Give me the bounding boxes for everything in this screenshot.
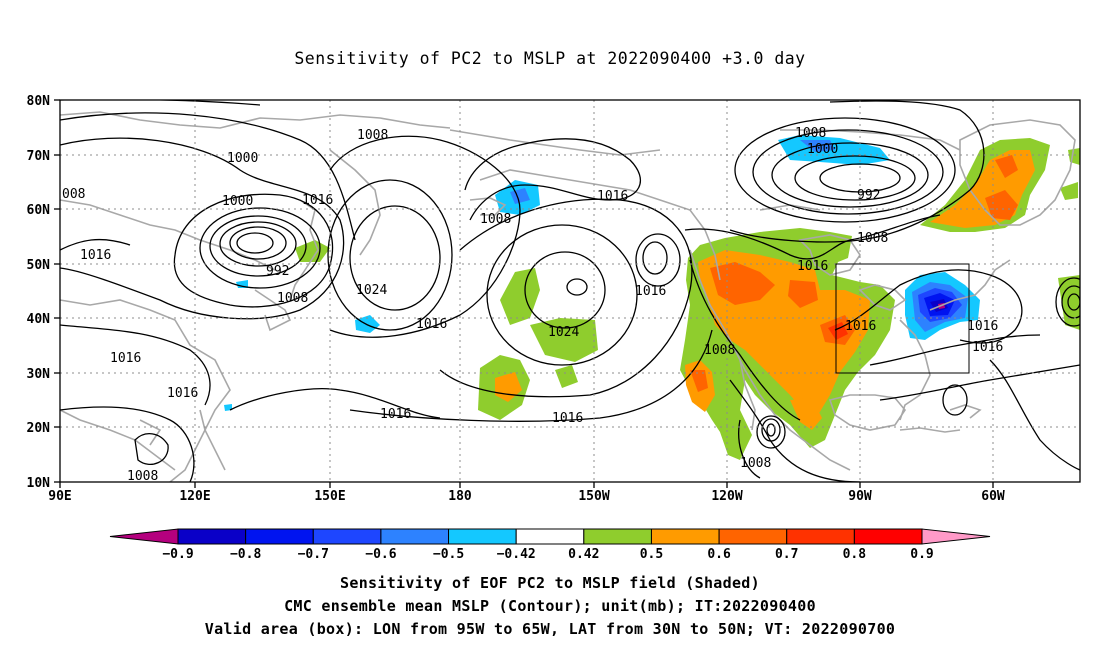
lat-label: 20N xyxy=(27,421,51,436)
contour-label: 1024 xyxy=(356,283,387,298)
contour-labels: 1008 1000 008 1000 1016 1016 992 1008 10… xyxy=(62,126,1003,484)
longitude-labels: 90E 120E 150E 180 150W 120W 90W 60W xyxy=(48,489,1005,504)
valid-area-box xyxy=(835,263,970,374)
colorbar-box xyxy=(380,528,450,545)
map-frame xyxy=(59,99,1081,483)
colorbar-label: −0.42 xyxy=(497,547,536,562)
contour-label: 1008 xyxy=(127,469,158,484)
lat-label: 30N xyxy=(27,367,51,382)
contour-label: 1016 xyxy=(552,411,583,426)
lon-label: 90W xyxy=(848,489,872,504)
colorbar-box xyxy=(718,528,788,545)
colorbar-label: 0.5 xyxy=(640,547,663,562)
contour-label: 1008 xyxy=(857,231,888,246)
contour-label: 1008 xyxy=(740,456,771,471)
lat-label: 70N xyxy=(27,149,51,164)
contour-label: 1000 xyxy=(807,142,838,157)
contour-label: 1016 xyxy=(380,407,411,422)
contour-label: 1016 xyxy=(635,284,666,299)
contour-label: 1008 xyxy=(795,126,826,141)
colorbar-label: −0.8 xyxy=(230,547,261,562)
contour-label: 1016 xyxy=(302,193,333,208)
contour-label: 1016 xyxy=(597,189,628,204)
lat-lon-grid xyxy=(60,100,1080,482)
contour-label: 1008 xyxy=(357,128,388,143)
lon-label: 90E xyxy=(48,489,71,504)
isobars xyxy=(60,100,1080,482)
contour-label: 1024 xyxy=(548,325,579,340)
colorbar-arrow-low xyxy=(109,528,179,545)
colorbar-label: 0.42 xyxy=(568,547,599,562)
colorbar-box xyxy=(650,528,720,545)
colorbar-box xyxy=(177,528,247,545)
lon-label: 150E xyxy=(314,489,345,504)
shade-darkorange-na4 xyxy=(690,370,708,392)
colorbar-box xyxy=(853,528,923,545)
caption-line-2: CMC ensemble mean MSLP (Contour); unit(m… xyxy=(284,597,816,615)
contour-label: 1016 xyxy=(967,319,998,334)
lat-label: 60N xyxy=(27,203,51,218)
lat-label: 10N xyxy=(27,476,51,491)
lon-label: 120E xyxy=(179,489,210,504)
shaded-sensitivity xyxy=(224,135,1080,460)
contour-label: 1016 xyxy=(80,248,111,263)
lon-label: 120W xyxy=(711,489,742,504)
map-area: 1008 1000 008 1000 1016 1016 992 1008 10… xyxy=(60,100,1080,484)
contour-label: 1016 xyxy=(972,340,1003,355)
contour-label: 1008 xyxy=(704,343,735,358)
contour-label: 1008 xyxy=(277,291,308,306)
shade-darkorange-na xyxy=(710,262,775,305)
colorbar-label: −0.5 xyxy=(433,547,464,562)
contour-label: 1016 xyxy=(110,351,141,366)
colorbar-box xyxy=(245,528,314,545)
contour-label: 992 xyxy=(266,264,289,279)
caption-line-1: Sensitivity of EOF PC2 to MSLP field (Sh… xyxy=(340,574,760,592)
caption-line-3: Valid area (box): LON from 95W to 65W, L… xyxy=(204,620,896,638)
shade-orange-na3 xyxy=(790,398,822,430)
shade-green-ne2 xyxy=(1060,182,1078,200)
colorbar-label: 0.7 xyxy=(775,547,798,562)
contour-label: 1000 xyxy=(222,194,253,209)
shade-blue-pac xyxy=(355,315,380,333)
colorbar-label: −0.9 xyxy=(162,547,193,562)
lat-label: 40N xyxy=(27,312,51,327)
colorbar-box xyxy=(312,528,382,545)
colorbar-box xyxy=(515,528,585,545)
colorbar-label: −0.6 xyxy=(365,547,396,562)
contour-label: 1000 xyxy=(227,151,258,166)
shade-green-atl xyxy=(1058,275,1080,330)
colorbar: −0.9 −0.8 −0.7 −0.6 −0.5 −0.42 0.42 0.5 0.6 0.7 0.… xyxy=(109,528,991,562)
shade-green-pac1 xyxy=(500,268,540,325)
colorbar-box xyxy=(786,528,855,545)
shade-darkorange-ne2 xyxy=(995,155,1018,178)
contour-label: 992 xyxy=(857,188,880,203)
contour-label: 1016 xyxy=(845,319,876,334)
lon-label: 180 xyxy=(448,489,472,504)
colorbar-box xyxy=(583,528,652,545)
contour-label: 008 xyxy=(62,187,85,202)
colorbar-label: 0.6 xyxy=(707,547,731,562)
colorbar-arrow-high xyxy=(921,528,991,545)
colorbar-box xyxy=(448,528,517,545)
contour-label: 1016 xyxy=(416,317,447,332)
shade-green-pac2 xyxy=(530,318,598,362)
shade-green-pac4 xyxy=(555,365,578,388)
lat-label: 80N xyxy=(27,94,51,109)
contour-label: 1008 xyxy=(480,212,511,227)
shade-darkorange-na2 xyxy=(788,280,818,308)
colorbar-label: 0.8 xyxy=(843,547,867,562)
contour-label: 1016 xyxy=(797,259,828,274)
lon-label: 60W xyxy=(981,489,1005,504)
contour-label: 1016 xyxy=(167,386,198,401)
map-title: Sensitivity of PC2 to MSLP at 2022090400… xyxy=(294,49,806,68)
shade-blue-trop xyxy=(224,404,232,411)
colorbar-label: 0.9 xyxy=(910,547,933,562)
tick-marks xyxy=(54,99,994,488)
lon-label: 150W xyxy=(578,489,609,504)
colorbar-label: −0.7 xyxy=(298,547,329,562)
lat-label: 50N xyxy=(27,258,51,273)
latitude-labels: 80N 70N 60N 50N 40N 30N 20N 10N xyxy=(27,94,51,491)
